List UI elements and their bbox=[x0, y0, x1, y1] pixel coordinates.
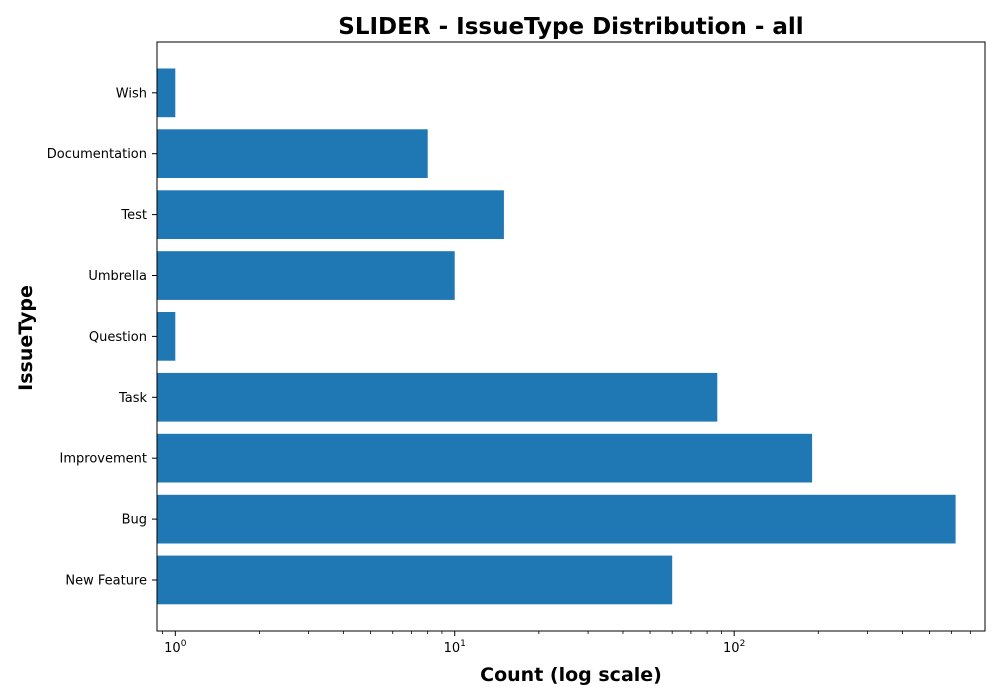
y-tick-label-test: Test bbox=[120, 208, 147, 223]
y-tick-label-new-feature: New Feature bbox=[65, 574, 147, 589]
y-tick-label-task: Task bbox=[118, 391, 148, 406]
y-axis-ticks: New Feature Bug Improvement Task Question Umb… bbox=[47, 86, 157, 589]
bar-bug bbox=[157, 494, 956, 544]
bars-group bbox=[157, 68, 956, 605]
x-tick-label-2: 102 bbox=[723, 639, 745, 656]
bar-improvement bbox=[157, 433, 813, 483]
y-tick-label-question: Question bbox=[89, 330, 147, 345]
x-axis-ticks: 100 101 102 bbox=[162, 631, 971, 656]
y-axis-title: IssueType bbox=[15, 285, 37, 391]
bar-wish bbox=[157, 68, 176, 118]
y-tick-label-umbrella: Umbrella bbox=[88, 269, 147, 284]
y-tick-label-wish: Wish bbox=[116, 86, 147, 101]
x-tick-label-1: 101 bbox=[444, 639, 466, 656]
bar-question bbox=[157, 312, 176, 361]
bar-task bbox=[157, 372, 718, 422]
bar-umbrella bbox=[157, 251, 455, 300]
bar-documentation bbox=[157, 129, 428, 178]
y-tick-label-documentation: Documentation bbox=[47, 147, 147, 162]
chart-title: SLIDER - IssueType Distribution - all bbox=[338, 14, 803, 40]
x-tick-label-0: 100 bbox=[164, 639, 187, 656]
bar-test bbox=[157, 190, 504, 239]
y-tick-label-bug: Bug bbox=[122, 513, 147, 528]
plot-frame bbox=[156, 41, 986, 632]
x-axis-title: Count (log scale) bbox=[480, 664, 662, 686]
bar-new-feature bbox=[157, 555, 673, 605]
y-tick-label-improvement: Improvement bbox=[60, 452, 147, 467]
